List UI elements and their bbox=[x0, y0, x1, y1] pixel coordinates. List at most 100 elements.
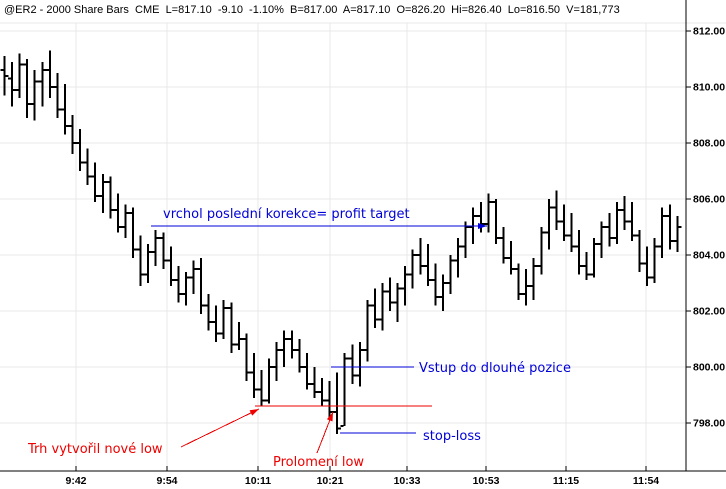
price-tick-label[interactable]: 804.00 bbox=[693, 250, 725, 262]
time-tick-label[interactable]: 9:42 bbox=[65, 475, 86, 487]
ohlc-bar bbox=[605, 213, 614, 247]
time-tick-label[interactable]: 10:21 bbox=[317, 475, 344, 487]
ohlc-bar bbox=[658, 207, 667, 258]
ohlc-bar bbox=[0, 56, 9, 96]
ohlc-bar bbox=[234, 322, 243, 351]
price-tick-label[interactable]: 810.00 bbox=[693, 82, 725, 94]
new-low-arrow-head[interactable] bbox=[249, 409, 259, 416]
break-low-arrow-head[interactable] bbox=[326, 412, 333, 422]
ohlc-bar bbox=[106, 176, 115, 219]
ohlc-bar bbox=[643, 246, 652, 286]
ohlc-bar bbox=[197, 257, 206, 314]
ohlc-bar bbox=[340, 353, 349, 427]
ohlc-bar bbox=[15, 53, 24, 99]
ohlc-bar bbox=[514, 263, 523, 300]
ohlc-bar bbox=[438, 274, 447, 311]
ohlc-bar bbox=[522, 269, 531, 306]
ohlc-bar bbox=[121, 204, 130, 239]
price-tick-label[interactable]: 798.00 bbox=[693, 418, 725, 430]
ohlc-bar bbox=[166, 246, 175, 286]
ohlc-bar bbox=[310, 367, 319, 398]
time-tick-label[interactable]: 9:54 bbox=[156, 475, 177, 487]
ohlc-bar bbox=[53, 73, 62, 118]
ohlc-bar bbox=[567, 213, 576, 253]
ohlc-bar bbox=[219, 299, 228, 339]
ohlc-bar bbox=[590, 238, 599, 278]
new-low-arrow[interactable] bbox=[180, 408, 260, 448]
ohlc-bar bbox=[559, 204, 568, 241]
ohlc-bar bbox=[325, 381, 334, 418]
ohlc-bar bbox=[386, 277, 395, 311]
ohlc-bar bbox=[507, 241, 516, 275]
annotations: vrchol poslední korekce= profit target Vs… bbox=[27, 207, 571, 470]
ohlc-bar bbox=[280, 330, 289, 367]
ohlc-bar bbox=[113, 193, 122, 233]
ohlc-bar bbox=[295, 339, 304, 373]
ohlc-bar bbox=[174, 266, 183, 303]
ohlc-bar bbox=[249, 353, 258, 398]
ohlc-bar bbox=[378, 283, 387, 331]
ohlc-bar bbox=[461, 221, 470, 258]
ohlc-bar bbox=[83, 148, 92, 185]
ohlc-bar bbox=[144, 243, 153, 283]
ohlc-bar bbox=[575, 229, 584, 275]
ohlc-bar bbox=[635, 229, 644, 272]
ohlc-bar bbox=[60, 84, 69, 135]
price-tick-label[interactable]: 812.00 bbox=[693, 26, 725, 38]
ohlc-bar bbox=[552, 190, 561, 230]
ohlc-bar bbox=[582, 252, 591, 281]
ohlc-bar bbox=[612, 201, 621, 244]
ohlc-bar bbox=[204, 294, 213, 331]
ohlc-bar bbox=[91, 162, 100, 202]
ohlc-bar bbox=[499, 227, 508, 264]
ohlc-bar bbox=[318, 378, 327, 407]
ohlc-bar bbox=[8, 61, 17, 107]
ohlc-bar bbox=[76, 129, 85, 171]
ohlc-bar bbox=[302, 353, 311, 390]
ohlc-bar bbox=[257, 369, 266, 407]
price-bars bbox=[0, 50, 682, 435]
ohlc-bar bbox=[529, 257, 538, 300]
ohlc-bar bbox=[355, 341, 364, 387]
ohlc-bar bbox=[348, 344, 357, 384]
ohlc-bar bbox=[129, 207, 138, 258]
time-tick-label[interactable]: 10:53 bbox=[473, 475, 500, 487]
ohlc-bar bbox=[401, 266, 410, 306]
ohlc-bar bbox=[333, 372, 342, 435]
ohlc-bar bbox=[431, 263, 440, 306]
entry-text[interactable]: Vstup do dlouhé pozice bbox=[419, 361, 571, 376]
time-tick-label[interactable]: 10:33 bbox=[394, 475, 421, 487]
time-tick-label[interactable]: 11:54 bbox=[633, 475, 659, 487]
ohlc-bar bbox=[363, 299, 372, 362]
ohlc-bar bbox=[265, 358, 274, 404]
profit-target-line-head[interactable] bbox=[478, 223, 487, 229]
ohlc-bar bbox=[423, 243, 432, 286]
ohlc-bar bbox=[597, 221, 606, 258]
ohlc-bar bbox=[665, 204, 674, 250]
price-tick-label[interactable]: 802.00 bbox=[693, 306, 725, 318]
ohlc-bar bbox=[272, 341, 281, 381]
ohlc-bar bbox=[650, 238, 659, 283]
ohlc-bar bbox=[287, 330, 296, 359]
ohlc-bar bbox=[544, 199, 553, 250]
ohlc-bar bbox=[454, 238, 463, 278]
chart-title-quote-line: @ER2 - 2000 Share Bars CME L=817.10 -9.1… bbox=[4, 4, 620, 16]
time-tick-label[interactable]: 10:11 bbox=[245, 475, 271, 487]
ohlc-bar bbox=[212, 305, 221, 342]
ohlc-bar bbox=[23, 59, 32, 118]
ohlc-bar bbox=[620, 196, 629, 230]
ohlc-bar bbox=[491, 199, 500, 244]
ohlc-bar bbox=[98, 173, 107, 213]
break-low-text[interactable]: Prolomení low bbox=[273, 455, 364, 470]
price-tick-label[interactable]: 808.00 bbox=[693, 138, 725, 150]
stop-loss-text[interactable]: stop-loss bbox=[423, 429, 481, 444]
profit-target-text[interactable]: vrchol poslední korekce= profit target bbox=[163, 207, 410, 222]
price-tick-label[interactable]: 800.00 bbox=[693, 362, 725, 374]
ohlc-bar bbox=[393, 283, 402, 323]
time-tick-label[interactable]: 11:15 bbox=[553, 475, 579, 487]
price-tick-label[interactable]: 806.00 bbox=[693, 194, 725, 206]
new-low-text[interactable]: Trh vytvořil nové low bbox=[27, 442, 163, 457]
ohlc-bar bbox=[484, 193, 493, 233]
ohlc-bar bbox=[30, 70, 39, 121]
